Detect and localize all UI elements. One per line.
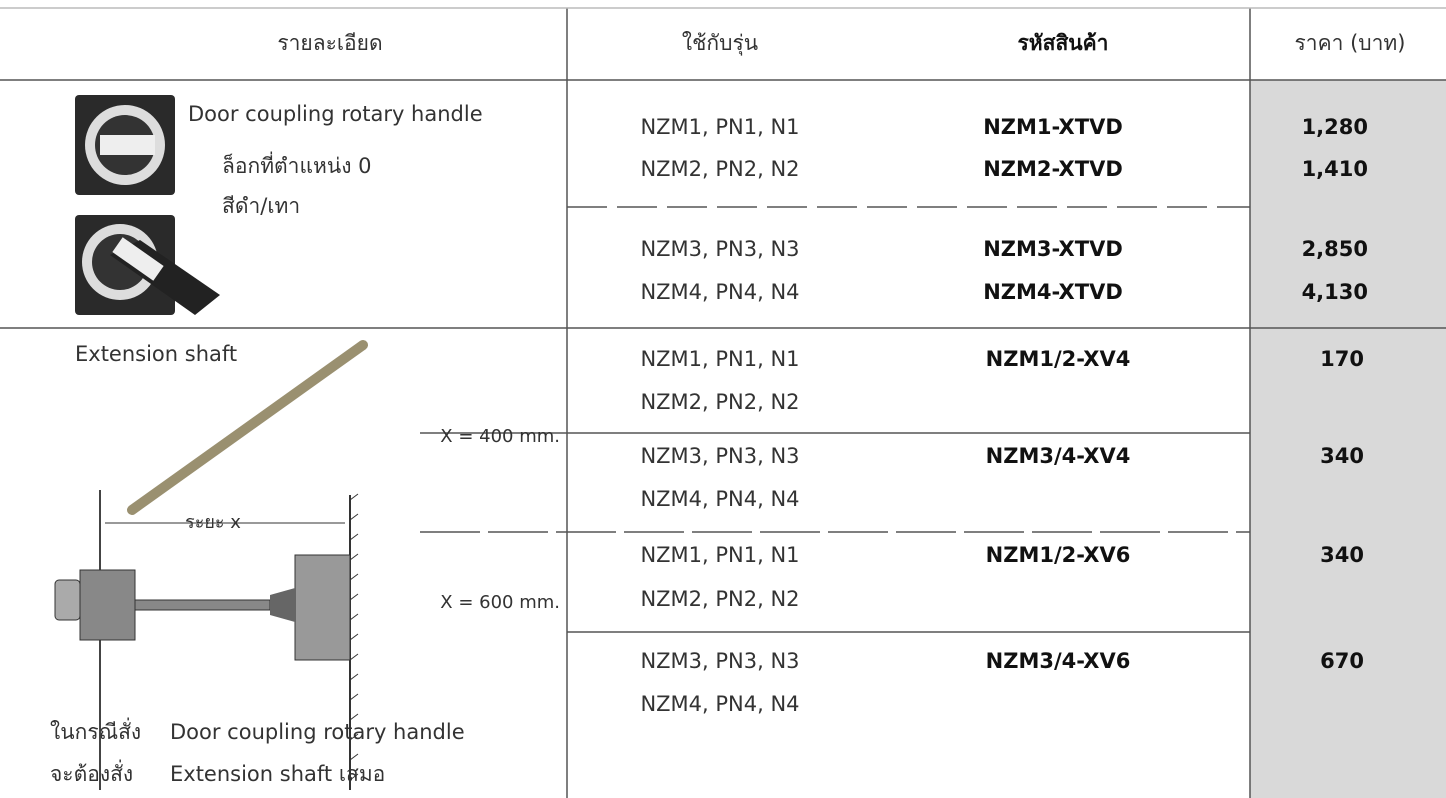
product-code: NZM1/2-XV6 [986,543,1131,567]
description: สีดำ/เทา [222,194,300,218]
product-code: NZM3-XTVD [983,237,1123,261]
note: Extension shaft เสมอ [170,762,385,786]
product-code: NZM1-XTVD [983,115,1123,139]
product-code: NZM4-XTVD [983,280,1123,304]
length: X = 400 mm. [440,426,560,447]
price: 670 [1320,649,1364,673]
header-cell: ราคา (บาท) [1295,31,1406,55]
model: NZM2, PN2, N2 [640,587,799,611]
table-rules [0,7,1446,798]
description: Extension shaft [75,342,237,366]
header-cell: รหัสสินค้า [1018,31,1109,55]
description: Door coupling rotary handle [188,102,483,126]
product-code: NZM1/2-XV4 [986,347,1131,371]
note: Door coupling rotary handle [170,720,465,744]
model: NZM2, PN2, N2 [640,157,799,181]
model: NZM4, PN4, N4 [640,487,799,511]
model: NZM3, PN3, N3 [640,444,799,468]
note: จะต้องสั่ง [50,759,133,786]
length: X = 600 mm. [440,592,560,613]
model: NZM2, PN2, N2 [640,390,799,414]
price: 2,850 [1302,237,1368,261]
product-code: NZM2-XTVD [983,157,1123,181]
model: NZM1, PN1, N1 [640,543,799,567]
price: 4,130 [1302,280,1368,304]
model: NZM1, PN1, N1 [640,347,799,371]
price: 340 [1320,444,1364,468]
product-code: NZM3/4-XV4 [986,444,1131,468]
price: 340 [1320,543,1364,567]
model: NZM4, PN4, N4 [640,280,799,304]
header-cell: ใช้กับรุ่น [682,31,758,56]
model: NZM1, PN1, N1 [640,115,799,139]
model: NZM3, PN3, N3 [640,649,799,673]
description: ล็อกที่ตำแหน่ง 0 [222,151,372,178]
distance-label: ระยะ x [185,512,241,533]
price: 1,280 [1302,115,1368,139]
extension-shaft-drawing [54,340,368,790]
product-code: NZM3/4-XV6 [986,649,1131,673]
rotary-handle-images [75,95,220,315]
price-column-bg [1250,80,1446,798]
model: NZM3, PN3, N3 [640,237,799,261]
price: 1,410 [1302,157,1368,181]
header-cell: รายละเอียด [277,31,382,55]
note: ในกรณีสั่ง [50,717,141,744]
model: NZM4, PN4, N4 [640,692,799,716]
price: 170 [1320,347,1364,371]
